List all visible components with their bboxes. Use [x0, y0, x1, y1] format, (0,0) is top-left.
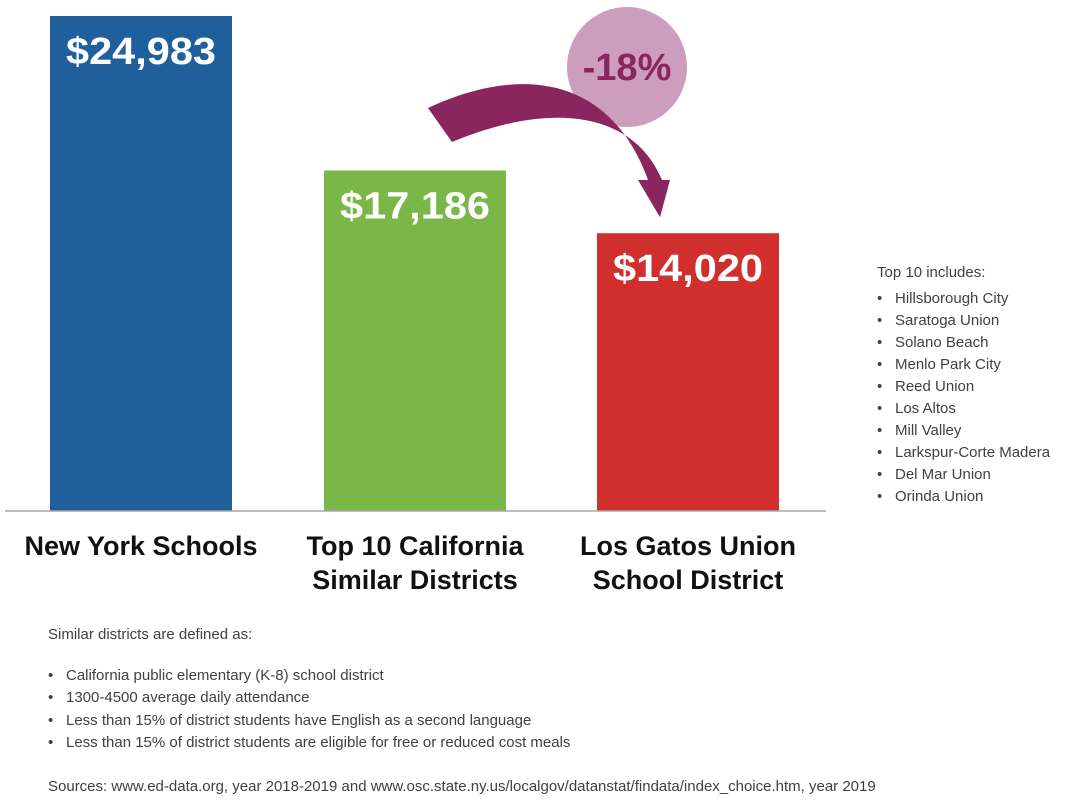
- list-item: Mill Valley: [877, 420, 1050, 442]
- list-item: Less than 15% of district students are e…: [48, 732, 570, 755]
- definitions-heading: Similar districts are defined as:: [48, 626, 253, 643]
- bar-value-label: $14,020: [613, 248, 763, 290]
- bar-2: [597, 233, 779, 512]
- list-item: Less than 15% of district students have …: [48, 710, 570, 733]
- list-item: Hillsborough City: [877, 288, 1050, 310]
- change-arrow: [428, 84, 670, 218]
- change-label: -18%: [583, 47, 672, 89]
- list-item: Solano Beach: [877, 332, 1050, 354]
- list-item: Orinda Union: [877, 486, 1050, 508]
- list-item: Del Mar Union: [877, 464, 1050, 486]
- list-item: Saratoga Union: [877, 310, 1050, 332]
- category-label: Top 10 California: [306, 531, 524, 561]
- category-label: Similar Districts: [312, 565, 518, 595]
- bar-0: [50, 16, 232, 511]
- list-item: Larkspur-Corte Madera: [877, 442, 1050, 464]
- category-label: Los Gatos Union: [580, 531, 796, 561]
- category-label: New York Schools: [24, 531, 257, 561]
- top10-list: Hillsborough City Saratoga Union Solano …: [877, 288, 1050, 508]
- top10-panel: Top 10 includes: Hillsborough City Sarat…: [877, 262, 1050, 508]
- bar-value-label: $24,983: [66, 31, 216, 73]
- top10-heading: Top 10 includes:: [877, 264, 986, 281]
- definitions-list: California public elementary (K-8) schoo…: [48, 665, 570, 755]
- sources-note: Sources: www.ed-data.org, year 2018-2019…: [48, 778, 876, 795]
- list-item: California public elementary (K-8) schoo…: [48, 665, 570, 688]
- list-item: 1300-4500 average daily attendance: [48, 687, 570, 710]
- list-item: Menlo Park City: [877, 354, 1050, 376]
- list-item: Los Altos: [877, 398, 1050, 420]
- definitions-panel: Similar districts are defined as: Califo…: [48, 624, 570, 755]
- category-label: School District: [593, 565, 784, 595]
- bar-value-label: $17,186: [340, 185, 490, 227]
- change-circle: [567, 7, 687, 127]
- bar-1: [324, 170, 506, 511]
- list-item: Reed Union: [877, 376, 1050, 398]
